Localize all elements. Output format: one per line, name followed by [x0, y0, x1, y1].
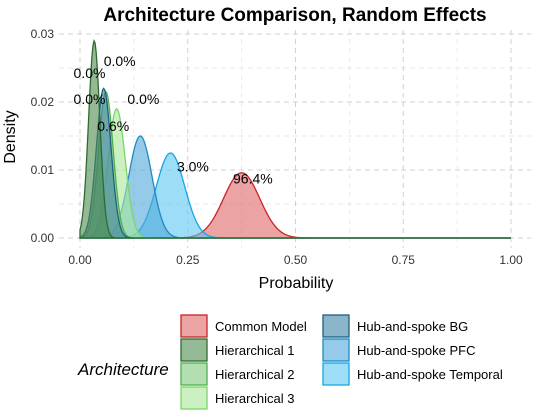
probability-annotation: 3.0%: [177, 158, 209, 174]
x-tick-label: 0.25: [176, 253, 200, 267]
x-tick-labels: 0.00 0.25 0.50 0.75 1.00: [68, 253, 523, 267]
probability-annotation: 0.0%: [74, 91, 106, 107]
probability-annotation: 0.6%: [97, 118, 129, 134]
annotations: 0.0%0.0%0.0% 0.0%0.6%3.0%96.4%: [74, 53, 273, 187]
legend-item-label: Hierarchical 3: [215, 391, 294, 406]
legend-item-label: Hierarchical 2: [215, 367, 294, 382]
legend: Common Model Hierarchical 1 Hierarchical 2…: [180, 314, 503, 410]
chart-title: Architecture Comparison, Random Effects: [103, 5, 486, 26]
y-tick-label: 0.00: [31, 231, 55, 245]
legend-key: [180, 386, 208, 410]
density-areas: [79, 38, 511, 239]
x-axis-label: Probability: [259, 275, 334, 292]
legend-item-label: Common Model: [215, 319, 307, 334]
y-tick-label: 0.03: [31, 27, 55, 41]
x-tick-label: 0.75: [392, 253, 416, 267]
x-tick-label: 1.00: [499, 253, 523, 267]
legend-key: [180, 362, 208, 386]
probability-annotation: 0.0%: [104, 53, 136, 69]
legend-key: [180, 314, 208, 338]
legend-key: [180, 338, 208, 362]
legend-item-label: Hub-and-spoke BG: [357, 319, 468, 334]
legend-item-label: Hub-and-spoke PFC: [357, 343, 476, 358]
legend-key: [322, 314, 350, 338]
y-tick-label: 0.02: [31, 95, 55, 109]
legend-item-label: Hierarchical 1: [215, 343, 294, 358]
density-area: [79, 38, 511, 239]
legend-key: [322, 362, 350, 386]
legend-title: Architecture: [77, 360, 169, 379]
x-tick-label: 0.50: [284, 253, 308, 267]
y-tick-labels: 0.00 0.01 0.02 0.03: [31, 27, 55, 245]
probability-annotation: 0.0%: [127, 91, 159, 107]
probability-annotation: 96.4%: [233, 171, 273, 187]
legend-item-label: Hub-and-spoke Temporal: [357, 367, 503, 382]
y-axis-label: Density: [2, 110, 19, 163]
legend-key: [322, 338, 350, 362]
x-tick-label: 0.00: [68, 253, 92, 267]
y-tick-label: 0.01: [31, 163, 55, 177]
probability-annotation: 0.0%: [74, 65, 106, 81]
